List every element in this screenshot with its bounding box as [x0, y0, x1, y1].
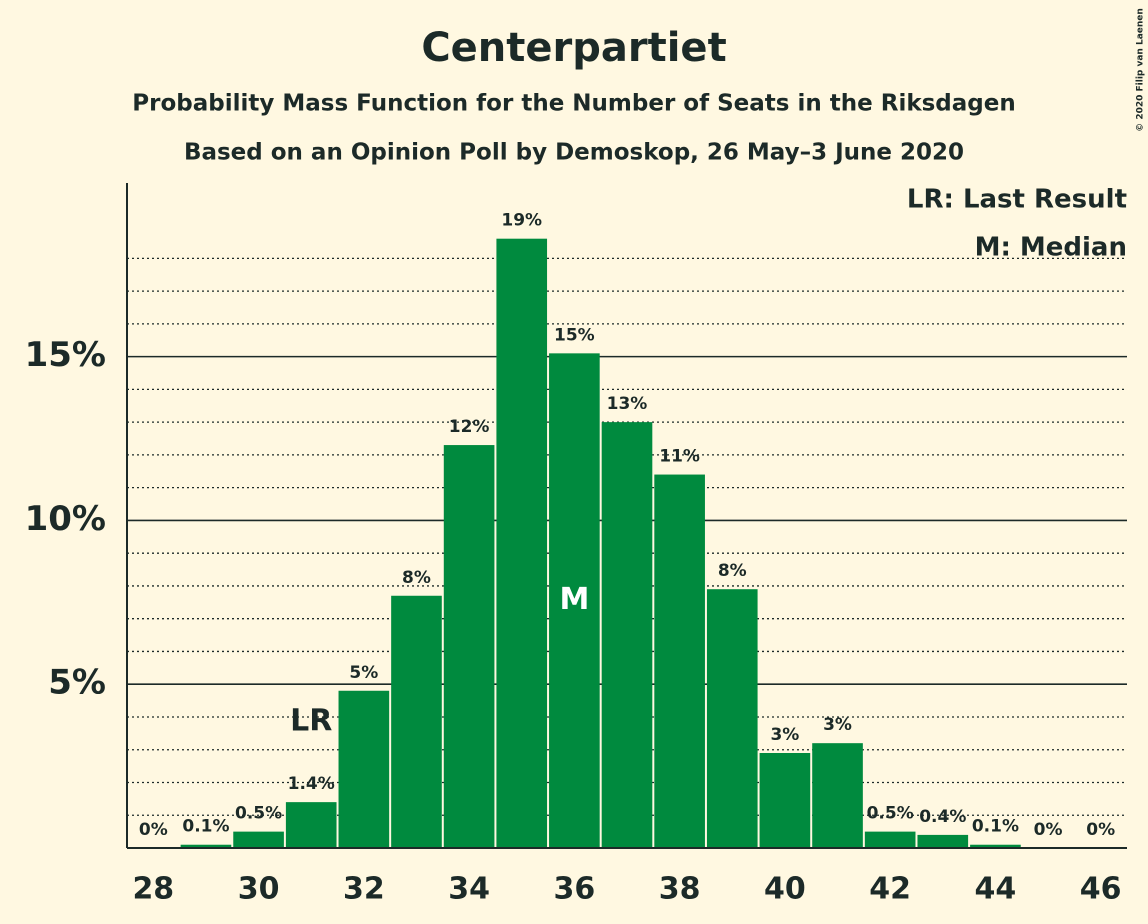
x-tick-label: 36 — [553, 872, 595, 907]
value-label: 0.1% — [972, 817, 1019, 837]
x-tick-label: 32 — [343, 872, 385, 907]
x-tick-label: 44 — [975, 872, 1017, 907]
bar — [496, 238, 548, 849]
x-tick-label: 46 — [1080, 872, 1122, 907]
value-label: 8% — [718, 561, 747, 581]
x-tick-label: 28 — [132, 872, 174, 907]
value-label: 0.5% — [867, 804, 914, 824]
value-label: 8% — [402, 568, 431, 588]
x-tick-label: 38 — [659, 872, 701, 907]
bar — [285, 802, 337, 848]
bar — [338, 690, 390, 848]
value-label: 0.5% — [235, 804, 282, 824]
value-label: 15% — [554, 325, 595, 345]
bar — [917, 834, 969, 848]
bar — [549, 353, 600, 848]
chart-subtitle: Probability Mass Function for the Number… — [132, 91, 1015, 117]
legend-entry: M: Median — [975, 233, 1127, 263]
bar — [759, 753, 811, 848]
bar — [970, 844, 1021, 848]
value-label: 0% — [1086, 820, 1115, 840]
y-tick-label: 15% — [25, 335, 106, 375]
value-label: 0% — [1034, 820, 1063, 840]
annotation: M — [559, 582, 589, 617]
bar — [812, 743, 863, 848]
bar — [443, 445, 495, 848]
value-label: 13% — [607, 394, 648, 414]
value-label: 12% — [449, 417, 490, 437]
copyright: © 2020 Filip van Laenen — [1136, 8, 1146, 132]
bar — [233, 831, 284, 848]
value-label: 11% — [659, 447, 700, 467]
value-label: 0.4% — [919, 807, 966, 827]
value-label: 1.4% — [288, 774, 335, 794]
value-label: 5% — [349, 663, 378, 683]
bar — [706, 589, 758, 848]
bar — [654, 474, 705, 848]
annotation: LR — [290, 704, 332, 739]
y-tick-label: 10% — [25, 499, 106, 539]
bar — [864, 831, 916, 848]
bar — [180, 844, 232, 848]
value-label: 3% — [823, 715, 852, 735]
chart-title: Centerpartiet — [421, 25, 726, 71]
legend-entry: LR: Last Result — [907, 185, 1127, 215]
value-label: 0% — [139, 820, 168, 840]
x-tick-label: 34 — [448, 872, 490, 907]
x-tick-label: 40 — [764, 872, 806, 907]
value-label: 0.1% — [182, 817, 229, 837]
value-label: 3% — [770, 725, 799, 745]
bar — [601, 422, 653, 848]
bar — [391, 595, 442, 848]
value-label: 19% — [501, 211, 542, 231]
x-tick-label: 30 — [238, 872, 280, 907]
x-tick-label: 42 — [869, 872, 911, 907]
chart-subtitle: Based on an Opinion Poll by Demoskop, 26… — [184, 140, 964, 166]
y-tick-label: 5% — [48, 663, 106, 703]
